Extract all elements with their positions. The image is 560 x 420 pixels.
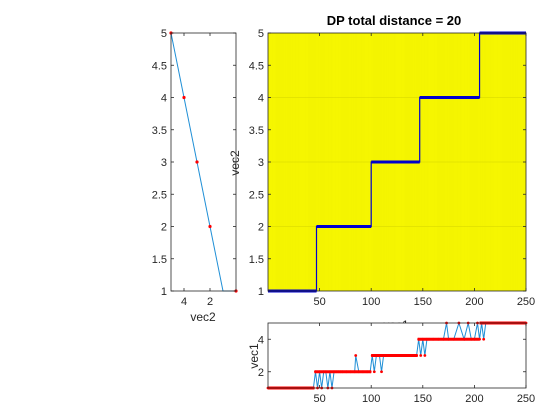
bottom-series-marker — [478, 337, 481, 341]
left-ytick-label: 1.5 — [152, 254, 167, 266]
main-ylabel: vec2 — [228, 150, 242, 176]
bottom-series-marker — [462, 337, 466, 341]
bottom-series-marker — [334, 370, 338, 374]
main-ytick-label: 2.5 — [249, 189, 264, 201]
bottom-series-marker — [423, 354, 427, 357]
bottom-series-marker — [314, 370, 317, 374]
main-xtick-label: 50 — [313, 296, 325, 308]
bottom-series-marker — [380, 370, 383, 374]
bottom-series-marker — [447, 337, 450, 341]
bottom-series-marker — [415, 354, 419, 357]
left-ytick-label: 5 — [161, 28, 167, 40]
bottom-axes: 50 100 150 200 250 2 4 — [258, 321, 535, 405]
left-series-marker — [208, 224, 212, 229]
bottom-series-marker — [370, 354, 374, 357]
left-ytick-label: 4 — [161, 93, 167, 105]
bottom-series-marker — [336, 370, 340, 374]
bottom-series-marker — [332, 370, 336, 374]
bottom-xtick-label: 50 — [313, 393, 325, 405]
left-ytick-label: 4.5 — [152, 60, 167, 72]
left-ytick-label: 3 — [161, 157, 167, 169]
main-title: DP total distance = 20 — [327, 13, 462, 28]
bottom-series-marker — [385, 354, 389, 357]
main-axes: 50 100 150 200 250 1 1.5 2 2.5 3 3.5 4 4.5 5 — [249, 28, 535, 308]
main-ytick-label: 1.5 — [249, 254, 264, 266]
bottom-series-marker — [354, 354, 358, 357]
bottom-ytick-label: 2 — [258, 367, 264, 379]
bottom-ytick-label: 4 — [258, 334, 264, 346]
bottom-series-marker — [411, 354, 414, 357]
left-ytick-label: 2 — [161, 222, 167, 234]
main-xtick-label: 100 — [362, 296, 380, 308]
bottom-series-marker — [324, 370, 328, 374]
bottom-series-marker — [340, 370, 344, 374]
main-ytick-label: 3.5 — [249, 125, 264, 137]
main-xtick-label: 200 — [465, 296, 483, 308]
bottom-series-marker — [473, 337, 476, 341]
left-ytick-label: 2.5 — [152, 189, 167, 201]
bottom-series-marker — [374, 354, 378, 357]
left-xlabel: vec2 — [190, 310, 216, 324]
bottom-ylabel: vec1 — [247, 343, 261, 369]
bottom-series-marker — [361, 370, 365, 374]
left-plot-area — [171, 33, 236, 291]
left-ytick-label: 3.5 — [152, 125, 167, 137]
bottom-series-marker — [345, 370, 348, 374]
bottom-series-marker — [378, 354, 381, 357]
bottom-series-marker — [452, 337, 456, 341]
main-ytick-label: 5 — [258, 28, 264, 40]
bottom-xtick-label: 250 — [517, 393, 535, 405]
bottom-series-marker — [357, 370, 361, 374]
main-ytick-label: 1 — [258, 286, 264, 298]
bottom-series-marker — [390, 354, 394, 357]
main-ytick-label: 2 — [258, 222, 264, 234]
bottom-xtick-label: 150 — [414, 393, 432, 405]
left-xtick-label: 4 — [181, 296, 187, 308]
bottom-series-marker — [482, 337, 486, 341]
bottom-series-marker — [349, 370, 352, 374]
bottom-series-marker — [427, 337, 431, 341]
bottom-series-marker — [353, 370, 357, 374]
bottom-series-marker — [405, 354, 409, 357]
main-xtick-label: 150 — [414, 296, 432, 308]
left-axes: 4 2 1 1.5 2 2.5 3 3.5 4 4.5 5 — [152, 28, 238, 308]
bottom-series-marker — [322, 370, 326, 374]
bottom-series-marker — [318, 370, 321, 374]
bottom-frame — [267, 322, 527, 389]
bottom-series-marker — [382, 354, 385, 357]
bottom-series-marker — [338, 370, 342, 374]
bottom-series-marker — [436, 337, 440, 341]
bottom-series-marker — [365, 370, 369, 374]
bottom-series-marker — [395, 354, 399, 357]
bottom-series-marker — [400, 354, 404, 357]
bottom-series-marker — [431, 337, 435, 341]
main-ytick-label: 3 — [258, 157, 264, 169]
bottom-series-marker — [417, 337, 421, 341]
main-ytick-label: 4 — [258, 93, 264, 105]
left-series-marker — [195, 160, 199, 164]
main-ytick-label: 4.5 — [249, 60, 264, 72]
left-xtick-label: 2 — [207, 296, 213, 308]
bottom-series-marker — [421, 337, 425, 341]
bottom-series-marker — [469, 337, 473, 341]
bottom-series-marker — [442, 337, 445, 341]
bottom-xtick-label: 100 — [362, 393, 380, 405]
left-series-marker — [182, 95, 186, 100]
bottom-series-marker — [419, 354, 423, 357]
bottom-series-marker — [328, 370, 332, 374]
left-ytick-label: 1 — [161, 286, 167, 298]
bottom-series-marker — [372, 370, 376, 374]
bottom-series-marker — [425, 337, 429, 341]
bottom-series-marker — [368, 370, 372, 374]
main-xtick-label: 250 — [517, 296, 535, 308]
bottom-xtick-label: 200 — [465, 393, 483, 405]
